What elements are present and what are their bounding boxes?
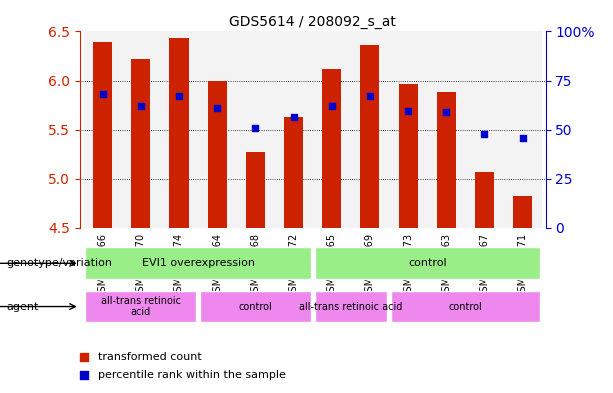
- Text: all-trans retinoic
acid: all-trans retinoic acid: [101, 296, 181, 317]
- Bar: [160, 31, 198, 228]
- Point: [80, 372, 89, 378]
- Bar: [236, 31, 275, 228]
- FancyBboxPatch shape: [391, 290, 540, 322]
- Bar: [93, 42, 112, 228]
- Point: [97, 91, 107, 97]
- Bar: [427, 31, 465, 228]
- Bar: [322, 69, 341, 228]
- FancyBboxPatch shape: [200, 290, 311, 322]
- Text: all-trans retinoic acid: all-trans retinoic acid: [299, 301, 403, 312]
- Text: agent: agent: [6, 301, 39, 312]
- Bar: [284, 117, 303, 228]
- Point: [136, 103, 146, 109]
- Bar: [275, 31, 313, 228]
- Bar: [122, 31, 160, 228]
- Bar: [351, 31, 389, 228]
- Text: percentile rank within the sample: percentile rank within the sample: [98, 370, 286, 380]
- Bar: [131, 59, 150, 228]
- Bar: [389, 31, 427, 228]
- Text: transformed count: transformed count: [98, 352, 202, 362]
- Bar: [436, 92, 456, 228]
- Text: control: control: [449, 301, 482, 312]
- Text: control: control: [408, 258, 446, 268]
- Title: GDS5614 / 208092_s_at: GDS5614 / 208092_s_at: [229, 15, 396, 29]
- Point: [212, 105, 222, 111]
- Point: [479, 130, 489, 137]
- Point: [518, 134, 528, 141]
- Point: [365, 93, 375, 99]
- Text: genotype/variation: genotype/variation: [6, 258, 112, 268]
- Bar: [503, 31, 542, 228]
- FancyBboxPatch shape: [314, 290, 387, 322]
- FancyBboxPatch shape: [85, 248, 311, 279]
- Bar: [198, 31, 236, 228]
- Point: [441, 109, 451, 115]
- Point: [403, 108, 413, 114]
- Bar: [475, 172, 494, 228]
- Point: [251, 125, 261, 131]
- FancyBboxPatch shape: [314, 248, 540, 279]
- Point: [289, 114, 299, 120]
- Point: [327, 103, 337, 109]
- Bar: [208, 81, 227, 228]
- Point: [174, 93, 184, 99]
- Text: control: control: [238, 301, 272, 312]
- Bar: [398, 84, 417, 228]
- Bar: [360, 45, 379, 228]
- Point: [80, 354, 89, 360]
- Bar: [246, 152, 265, 228]
- Text: EVI1 overexpression: EVI1 overexpression: [142, 258, 254, 268]
- Bar: [313, 31, 351, 228]
- FancyBboxPatch shape: [85, 290, 196, 322]
- Bar: [169, 39, 189, 228]
- Bar: [513, 196, 532, 228]
- Bar: [465, 31, 503, 228]
- Bar: [83, 31, 122, 228]
